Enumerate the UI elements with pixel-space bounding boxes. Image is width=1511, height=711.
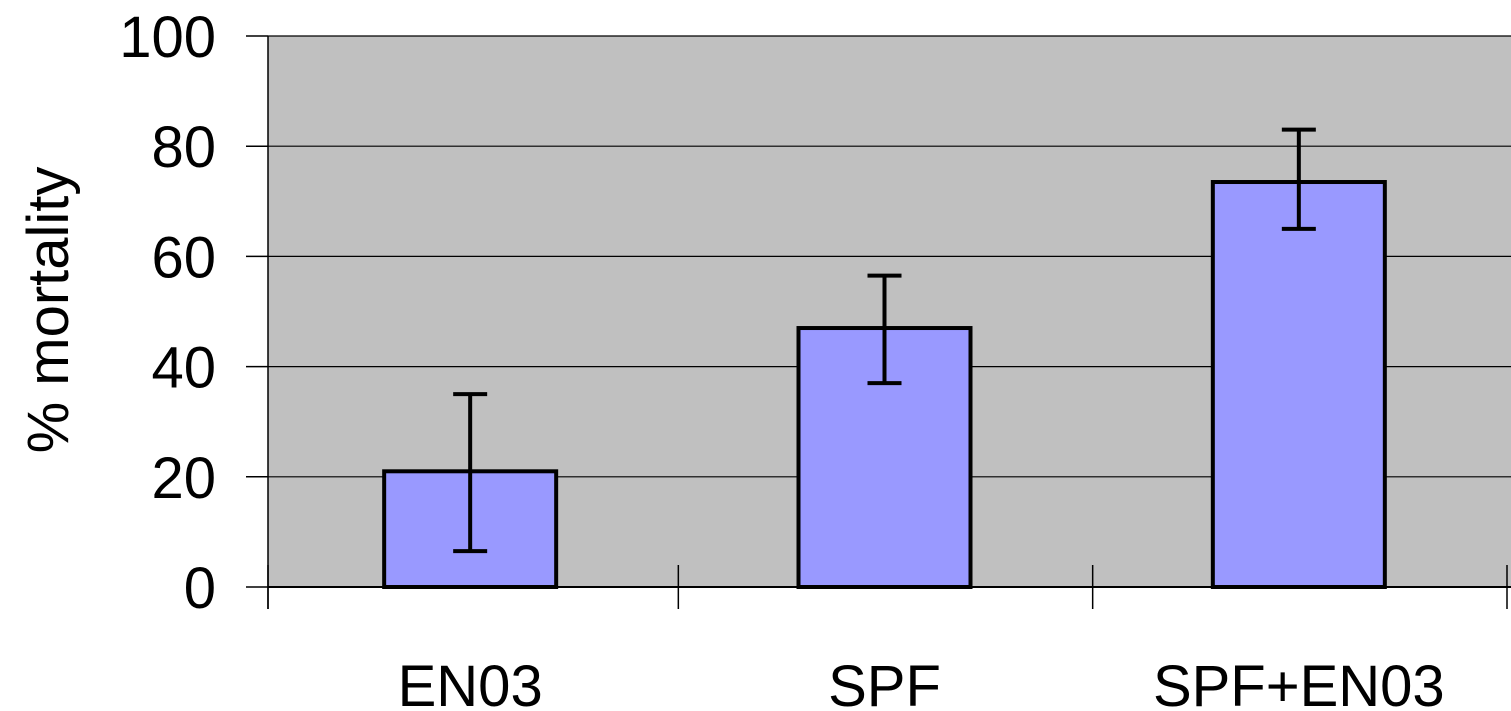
y-tick-label: 0 bbox=[184, 556, 216, 621]
y-tick-label: 60 bbox=[151, 225, 216, 290]
y-tick-labels: 0 20 40 60 80 100 bbox=[119, 5, 216, 621]
y-tick-label: 40 bbox=[151, 336, 216, 401]
y-axis-title: % mortality bbox=[16, 167, 81, 454]
y-tick-label: 20 bbox=[151, 446, 216, 511]
x-tick-label: EN03 bbox=[398, 654, 543, 711]
axes bbox=[246, 35, 1511, 609]
error-bars bbox=[453, 127, 1316, 554]
x-tick-labels: EN03 SPF SPF+EN03 bbox=[398, 654, 1445, 711]
y-tick-label: 80 bbox=[151, 115, 216, 180]
bar-spf-en03 bbox=[1210, 180, 1387, 589]
x-tick-label: SPF+EN03 bbox=[1153, 654, 1445, 711]
x-tick-label: SPF bbox=[828, 654, 941, 711]
y-tick-label: 100 bbox=[119, 5, 216, 70]
